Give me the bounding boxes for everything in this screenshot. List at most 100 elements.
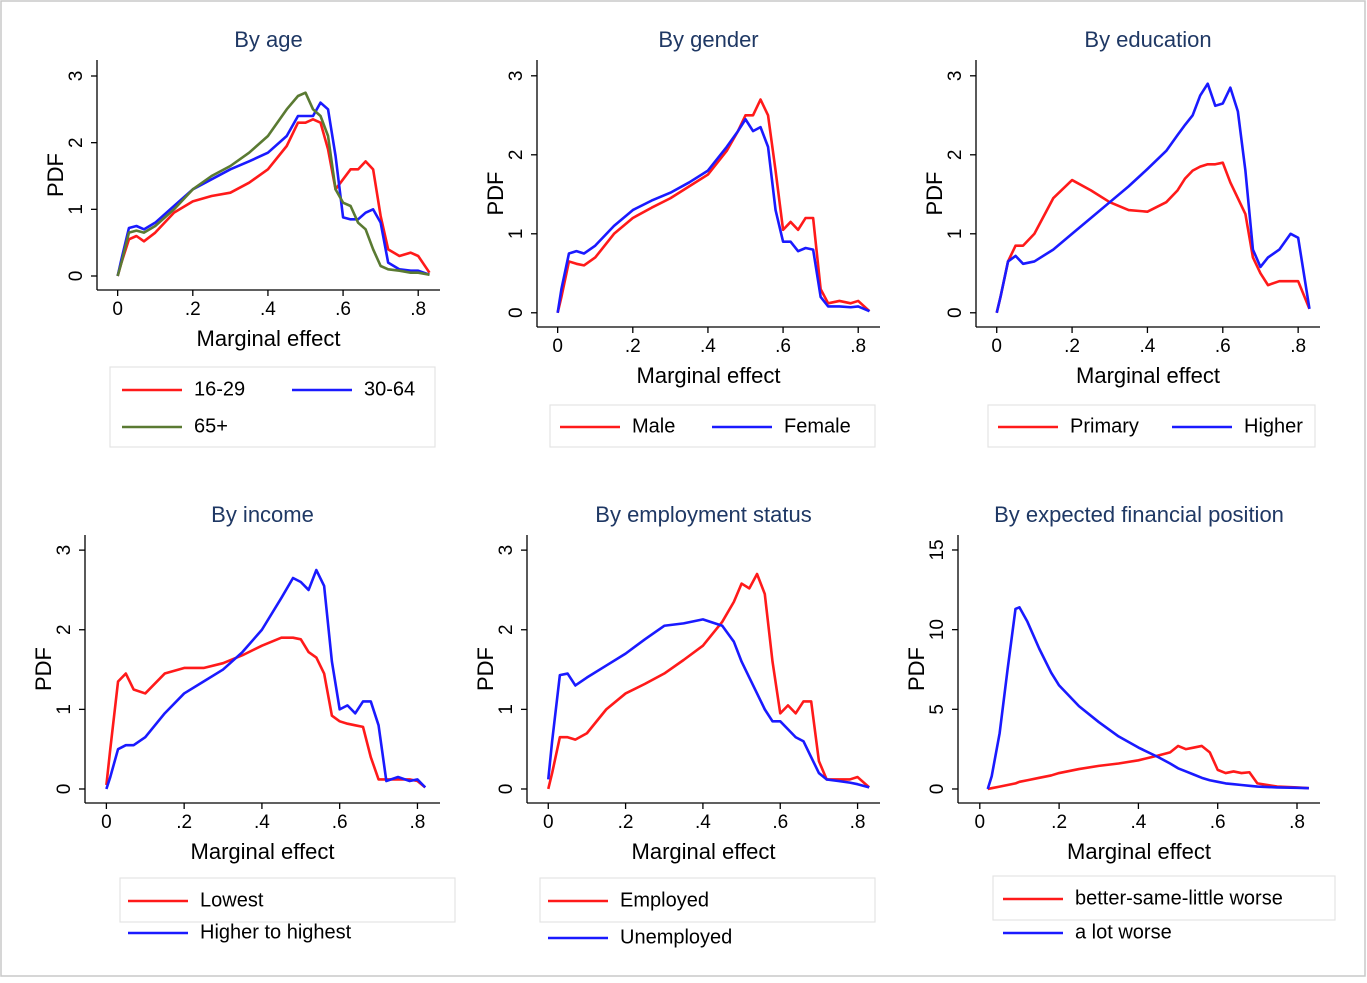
panel-title: By employment status	[595, 502, 811, 527]
y-tick-label: 5	[927, 704, 948, 715]
x-axis-title: Marginal effect	[191, 839, 335, 864]
y-tick-label: 3	[66, 71, 87, 82]
series-line	[995, 161, 1311, 314]
y-tick-label: 1	[54, 704, 75, 715]
legend-label: a lot worse	[1075, 921, 1172, 943]
y-tick-label: 0	[945, 307, 966, 318]
x-tick-label: .8	[1289, 812, 1305, 833]
x-tick-label: .2	[625, 336, 641, 357]
y-tick-label: 2	[945, 150, 966, 161]
series-line	[995, 82, 1311, 314]
panel-title: By gender	[658, 27, 758, 52]
y-tick-label: 0	[66, 271, 87, 282]
legend-label: Higher to highest	[200, 921, 352, 943]
y-axis-title: PDF	[43, 153, 68, 197]
panel-title: By income	[211, 502, 314, 527]
x-axis-title: Marginal effect	[1067, 839, 1211, 864]
x-tick-label: .4	[1130, 812, 1146, 833]
legend-label: Unemployed	[620, 926, 732, 948]
y-tick-label: 2	[54, 624, 75, 635]
x-tick-label: .6	[1210, 812, 1226, 833]
series-line	[105, 636, 427, 789]
legend-box	[987, 404, 1316, 448]
y-tick-label: 2	[66, 137, 87, 148]
x-tick-label: .8	[1290, 336, 1306, 357]
x-tick-label: .8	[410, 812, 426, 833]
y-tick-label: 15	[927, 539, 948, 560]
y-axis-title: PDF	[904, 647, 929, 691]
x-tick-label: 0	[101, 812, 112, 833]
x-tick-label: .8	[850, 812, 866, 833]
panel: By employment status 0 1 2 3 0 .2 .4 .6 .8 Margina…	[473, 502, 880, 948]
legend-label: Higher	[1244, 415, 1303, 437]
x-tick-label: .2	[1064, 336, 1080, 357]
x-axis-title: Marginal effect	[1076, 363, 1220, 388]
x-tick-label: .4	[260, 299, 276, 320]
legend-box	[119, 877, 456, 923]
x-tick-label: .4	[695, 812, 711, 833]
series-line	[116, 91, 430, 277]
legend-label: Primary	[1070, 415, 1139, 437]
series-line	[986, 606, 1309, 790]
series-line	[116, 101, 430, 277]
x-axis-title: Marginal effect	[632, 839, 776, 864]
legend-box	[539, 877, 876, 923]
x-tick-label: 0	[975, 812, 986, 833]
y-tick-label: 0	[54, 784, 75, 795]
series-line	[116, 118, 431, 277]
legend-box	[549, 404, 876, 448]
legend-label: 16-29	[194, 378, 245, 400]
y-tick-label: 0	[496, 784, 517, 795]
y-tick-label: 0	[506, 307, 527, 318]
y-tick-label: 3	[945, 71, 966, 82]
legend-label: Male	[632, 415, 675, 437]
x-tick-label: .6	[335, 299, 351, 320]
x-tick-label: .2	[1051, 812, 1067, 833]
x-tick-label: .8	[410, 299, 426, 320]
panel: By education 0 1 2 3 0 .2 .4 .6 .8 Marginal effect…	[922, 27, 1320, 448]
y-axis-title: PDF	[922, 172, 947, 216]
y-tick-label: 1	[496, 704, 517, 715]
legend-label: better-same-little worse	[1075, 887, 1283, 909]
x-tick-label: .6	[772, 812, 788, 833]
series-line	[556, 98, 871, 314]
y-tick-label: 3	[54, 545, 75, 556]
x-tick-label: 0	[991, 336, 1002, 357]
x-tick-label: .6	[1215, 336, 1231, 357]
y-tick-label: 1	[66, 204, 87, 215]
y-axis-title: PDF	[473, 647, 498, 691]
legend-label: Employed	[620, 889, 709, 911]
x-tick-label: 0	[552, 336, 563, 357]
x-tick-label: 0	[543, 812, 554, 833]
y-tick-label: 1	[945, 228, 966, 239]
legend-label: Lowest	[200, 889, 264, 911]
x-tick-label: .4	[700, 336, 716, 357]
x-tick-label: .2	[185, 299, 201, 320]
x-tick-label: .8	[850, 336, 866, 357]
series-line	[105, 568, 427, 790]
x-axis-title: Marginal effect	[197, 326, 341, 351]
y-axis-title: PDF	[31, 647, 56, 691]
y-tick-label: 2	[496, 624, 517, 635]
panel-title: By expected financial position	[994, 502, 1284, 527]
panel: By income 0 1 2 3 0 .2 .4 .6 .8 Marginal effect PDF…	[31, 502, 456, 943]
series-line	[547, 572, 871, 790]
series-line	[546, 618, 870, 789]
x-tick-label: .6	[332, 812, 348, 833]
legend-label: Female	[784, 415, 851, 437]
y-tick-label: 10	[927, 619, 948, 640]
panel-title: By education	[1084, 27, 1211, 52]
y-tick-label: 3	[506, 71, 527, 82]
legend-box	[109, 366, 436, 448]
legend-label: 30-64	[364, 378, 415, 400]
series-line	[987, 744, 1309, 791]
y-axis-title: PDF	[483, 172, 508, 216]
y-tick-label: 0	[927, 784, 948, 795]
legend-label: 65+	[194, 415, 228, 437]
x-tick-label: 0	[112, 299, 123, 320]
y-tick-label: 1	[506, 228, 527, 239]
panel: By expected financial position 0 5 10 15 0 .2.…	[904, 502, 1336, 943]
